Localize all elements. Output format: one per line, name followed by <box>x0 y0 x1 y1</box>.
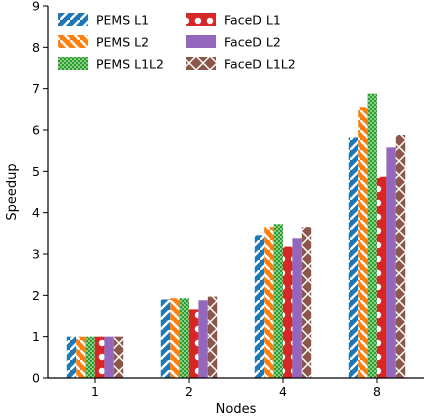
bar-faced-l2-nodes-4 <box>292 238 302 378</box>
legend-label: PEMS L1L2 <box>96 57 164 72</box>
bar-pems-l2-nodes-4 <box>264 227 274 378</box>
bar-pems-l1-nodes-8 <box>348 137 359 378</box>
bar-pems-l2-nodes-2 <box>170 298 180 378</box>
bar-faced-l1-nodes-8 <box>377 176 387 378</box>
legend-label: FaceD L2 <box>224 35 281 50</box>
y-tick-label: 2 <box>32 288 40 303</box>
bar-faced-l1l2-nodes-4 <box>301 227 312 378</box>
legend-swatch-faced-l2 <box>186 35 216 48</box>
bar-faced-l1-nodes-1 <box>95 336 105 378</box>
y-axis-label: Speedup <box>5 163 20 220</box>
y-tick-label: 5 <box>32 164 40 179</box>
bar-faced-l2-nodes-1 <box>104 336 114 378</box>
x-axis-ticks: 1 2 4 8 <box>91 378 381 399</box>
bar-faced-l2-nodes-2 <box>198 300 208 378</box>
bar-pems-l2-nodes-1 <box>76 336 86 378</box>
legend-swatch-pems-l2 <box>58 35 88 48</box>
legend-label: PEMS L2 <box>96 35 149 50</box>
bar-faced-l1-nodes-2 <box>189 309 199 378</box>
legend-label: PEMS L1 <box>96 13 149 28</box>
legend-swatch-faced-l1l2 <box>186 57 216 70</box>
bar-pems-l1-nodes-2 <box>160 299 171 378</box>
bar-pems-l2-nodes-8 <box>358 107 368 379</box>
legend-label: FaceD L1 <box>224 13 281 28</box>
bar-faced-l1l2-nodes-1 <box>113 336 124 378</box>
y-tick-label: 4 <box>32 205 40 220</box>
y-tick-label: 3 <box>32 247 40 262</box>
bar-faced-l1-nodes-4 <box>283 246 293 378</box>
bar-faced-l2-nodes-8 <box>386 147 396 378</box>
y-tick-label: 7 <box>32 81 40 96</box>
y-tick-label: 8 <box>32 40 40 55</box>
bar-pems-l1l2-nodes-1 <box>85 336 95 378</box>
bar-pems-l1l2-nodes-4 <box>273 224 283 378</box>
y-tick-label: 1 <box>32 329 40 344</box>
bar-faced-l1l2-nodes-2 <box>207 296 218 378</box>
bar-pems-l1l2-nodes-2 <box>179 298 189 378</box>
y-axis-ticks: 0 1 2 3 4 5 6 7 8 9 <box>32 0 48 386</box>
x-tick-label: 8 <box>373 384 381 399</box>
y-tick-label: 0 <box>32 371 40 386</box>
x-tick-label: 4 <box>279 384 287 399</box>
y-tick-label: 9 <box>32 0 40 14</box>
bar-pems-l1-nodes-1 <box>66 336 77 378</box>
legend-label: FaceD L1L2 <box>224 57 296 72</box>
legend-swatch-pems-l1l2 <box>58 57 88 70</box>
bar-groups <box>66 93 406 379</box>
bar-pems-l1l2-nodes-8 <box>367 93 377 379</box>
y-tick-label: 6 <box>32 123 40 138</box>
x-axis-label: Nodes <box>216 402 257 417</box>
legend-swatch-pems-l1 <box>58 13 88 26</box>
x-tick-label: 2 <box>185 384 193 399</box>
legend: PEMS L1 PEMS L2 PEMS L1L2 FaceD L1 FaceD L2 F… <box>58 13 296 72</box>
bar-pems-l1-nodes-4 <box>254 235 265 378</box>
x-tick-label: 1 <box>91 384 99 399</box>
bar-faced-l1l2-nodes-8 <box>395 134 406 378</box>
legend-swatch-faced-l1 <box>186 13 216 26</box>
